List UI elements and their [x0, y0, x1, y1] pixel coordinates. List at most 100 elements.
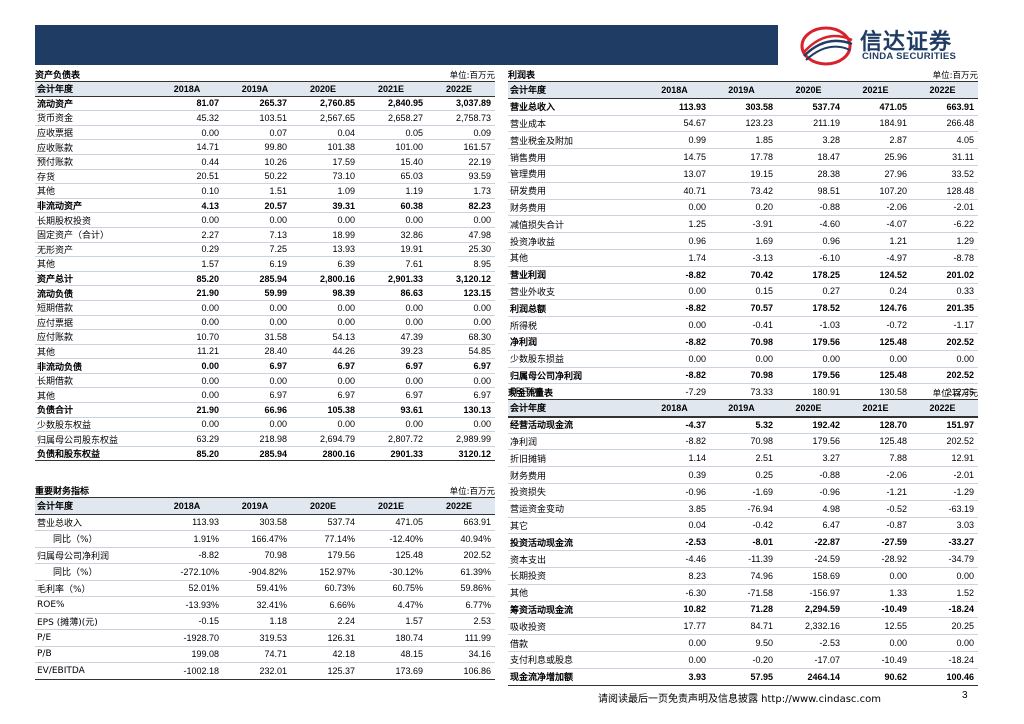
table-cell: 48.15: [400, 649, 423, 660]
table-row: 所得税 0.00 -0.41 -1.03 -0.72 -1.17: [508, 317, 978, 334]
table-cell: 1.85: [755, 135, 773, 146]
table-cell: 111.99: [464, 632, 491, 643]
table-cell: 1.33: [889, 587, 907, 598]
table-cell: 124.76: [879, 303, 907, 314]
table-row: 支付利息或股息 0.00 -0.20 -17.07 -10.49 -18.24: [508, 652, 978, 669]
table-cell: 68.30: [468, 331, 491, 342]
table-cell: 202.52: [946, 370, 974, 381]
table-cell: 93.59: [468, 171, 491, 182]
table-cell: 303.58: [259, 517, 287, 528]
table-row: 营业外收支 0.00 0.15 0.27 0.24 0.33: [508, 284, 978, 301]
table-cell: 101.38: [327, 142, 355, 153]
table-cell: 663.91: [463, 517, 491, 528]
table-cell: 0.44: [201, 156, 219, 167]
table-cell: 47.98: [468, 229, 491, 240]
table-row: 长期股权投资 0.00 0.00 0.00 0.00 0.00: [35, 213, 495, 228]
table-row: 同比（%） 1.91% 166.47% 77.14% -12.40% 40.94%: [35, 531, 495, 548]
table-cell: 11.21: [197, 346, 219, 357]
table-cell: 2,567.65: [319, 112, 355, 123]
table-cell: 2,989.99: [455, 434, 491, 445]
table-title: 利润表: [508, 71, 536, 81]
table-cell: 66.96: [264, 404, 287, 415]
table-cell: 6.97: [405, 390, 423, 401]
table-cell: -0.42: [752, 520, 773, 531]
table-cell: 128.70: [879, 419, 907, 430]
row-label: 营业成本: [510, 119, 547, 130]
table-cell: 0.00: [889, 353, 907, 364]
table-cell: 7.61: [405, 258, 423, 269]
table-cell: 18.47: [817, 152, 840, 163]
row-label: 减值损失合计: [510, 220, 565, 231]
table-cell: 319.53: [259, 632, 287, 643]
row-label: 营业外收支: [510, 287, 556, 298]
table-cell: -0.15: [198, 616, 219, 627]
balance-sheet-table: 资产负债表 单位:百万元 会计年度 2018A 2019A 2020E 2021E 2022E…: [35, 68, 495, 462]
row-label: 流动资产: [37, 99, 74, 110]
column-header-row: 会计年度 2018A 2019A 2020E 2021E 2022E: [35, 81, 495, 97]
table-cell: 0.96: [822, 236, 840, 247]
table-header-line: 资产负债表 单位:百万元: [35, 68, 495, 81]
column-header: 2019A: [241, 500, 269, 511]
table-cell: 27.96: [884, 168, 907, 179]
table-row: 无形资产 0.29 7.25 13.93 19.91 25.30: [35, 243, 495, 258]
table-cell: 98.51: [817, 185, 840, 196]
table-cell: 0.00: [201, 419, 219, 430]
table-cell: 59.99: [264, 288, 287, 299]
table-cell: -22.87: [814, 537, 840, 548]
table-cell: 70.57: [750, 303, 773, 314]
table-cell: 47.39: [400, 331, 423, 342]
table-cell: 39.23: [400, 346, 423, 357]
table-cell: 2800.16: [322, 448, 355, 459]
table-cell: 54.13: [332, 331, 355, 342]
table-cell: -8.78: [953, 252, 974, 263]
table-row: 营运资金变动 3.85 -76.94 4.98 -0.52 -63.19: [508, 501, 978, 518]
row-label: 营业总收入: [510, 103, 556, 114]
row-label: 投资净收益: [510, 237, 556, 248]
table-cell: 14.75: [683, 152, 706, 163]
table-cell: 184.91: [879, 118, 907, 129]
table-cell: 0.00: [889, 638, 907, 649]
table-cell: -0.20: [752, 654, 773, 665]
table-cell: 0.00: [269, 375, 287, 386]
column-header: 2021E: [862, 402, 889, 413]
table-cell: 45.32: [196, 112, 219, 123]
table-cell: 161.57: [463, 142, 491, 153]
table-cell: 663.91: [946, 101, 974, 112]
table-cell: 199.08: [191, 649, 219, 660]
table-cell: -10.49: [881, 604, 907, 615]
table-row: 固定资产（合计） 2.27 7.13 18.99 32.86 47.98: [35, 228, 495, 243]
table-row: 吸收投资 17.77 84.71 2,332.16 12.55 20.25: [508, 618, 978, 636]
table-cell: 0.00: [337, 317, 355, 328]
table-cell: 70.98: [750, 370, 773, 381]
table-cell: 0.00: [201, 302, 219, 313]
table-cell: 4.98: [822, 503, 840, 514]
table-cell: 34.16: [468, 649, 491, 660]
table-cell: 31.11: [952, 152, 974, 163]
table-cell: 71.28: [750, 604, 773, 615]
table-cell: 0.29: [201, 244, 219, 255]
row-label: 无形资产: [37, 245, 74, 256]
page-footer: 请阅读最后一页免责声明及信息披露 http://www.cindasc.com …: [0, 688, 1024, 708]
table-cell: 2464.14: [807, 671, 840, 682]
row-label: 负债合计: [37, 406, 74, 417]
table-cell: 179.56: [812, 336, 840, 347]
table-cell: 1.09: [337, 185, 355, 196]
table-unit: 单位:百万元: [932, 389, 978, 399]
table-cell: 471.05: [395, 517, 423, 528]
table-cell: -4.97: [886, 252, 907, 263]
table-cell: 158.69: [812, 570, 840, 581]
column-header-row: 会计年度 2018A 2019A 2020E 2021E 2022E: [35, 497, 495, 515]
table-cell: 0.00: [269, 302, 287, 313]
table-cell: 12.55: [884, 621, 907, 632]
table-cell: 0.07: [269, 127, 287, 138]
table-cell: 125.48: [879, 370, 907, 381]
table-cell: 3,120.12: [455, 273, 491, 284]
table-cell: 85.20: [196, 273, 219, 284]
table-cell: 22.19: [468, 156, 491, 167]
row-label: 归属母公司净利润: [510, 371, 583, 382]
table-cell: 101.00: [395, 142, 423, 153]
table-cell: 8.23: [688, 570, 706, 581]
table-cell: 2.24: [337, 616, 355, 627]
table-cell: 18.99: [332, 229, 355, 240]
table-cell: 0.00: [688, 320, 706, 331]
